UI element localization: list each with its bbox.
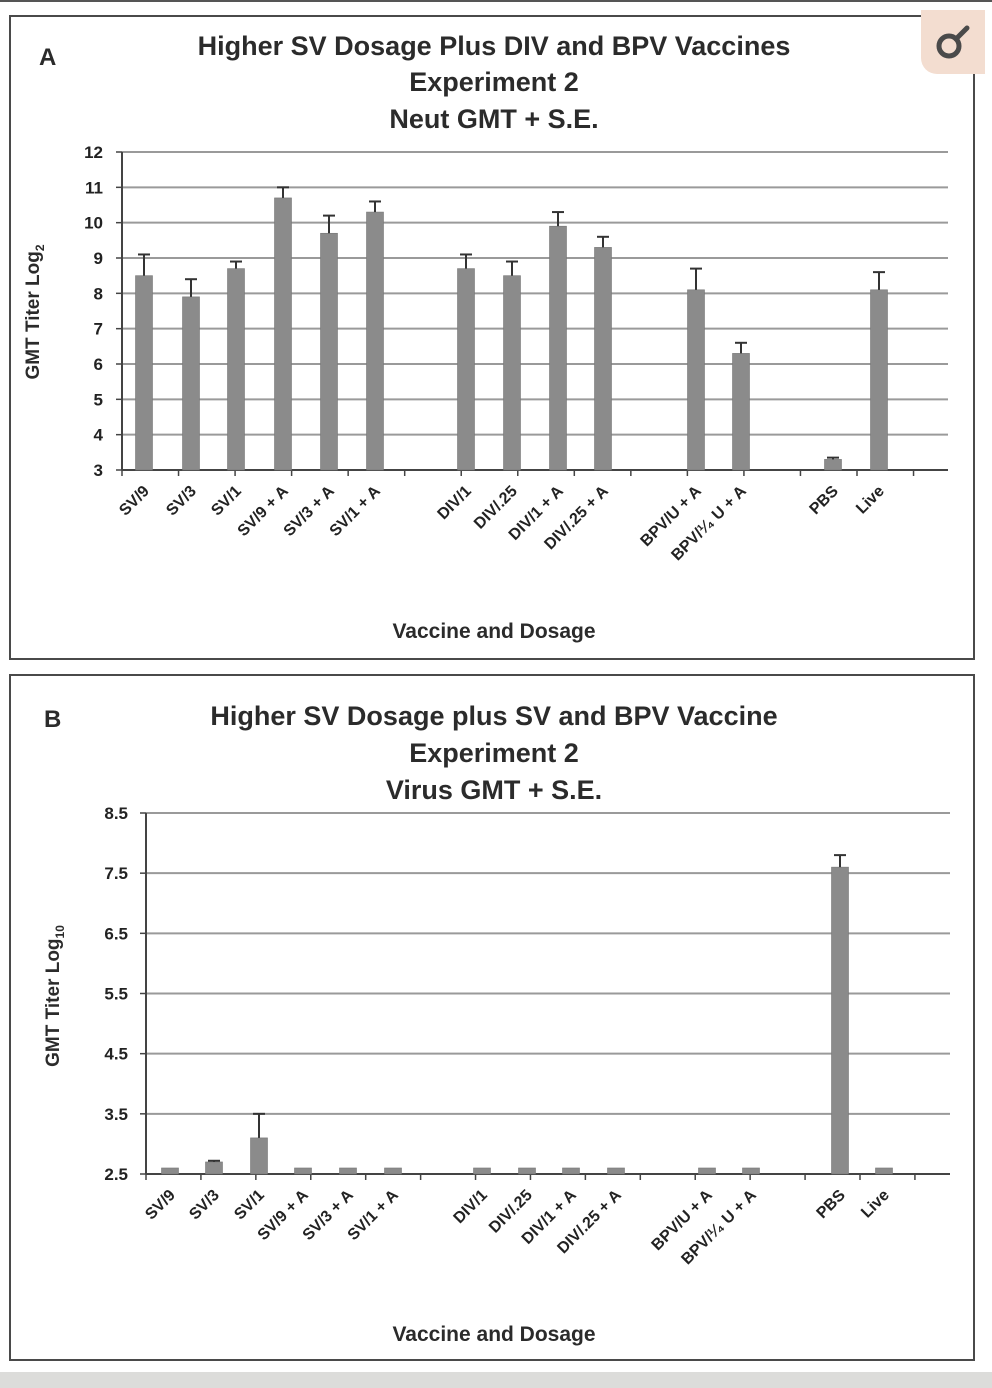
chart-b-category-label: Live xyxy=(858,1187,893,1222)
chart-b-y-tick-label: 5.5 xyxy=(104,985,128,1004)
male-symbol-icon xyxy=(936,25,970,59)
chart-a-bar xyxy=(135,275,153,471)
chart-a-y-tick-label: 10 xyxy=(84,214,103,233)
chart-a-bar xyxy=(227,268,245,471)
bottom-scroll-strip xyxy=(0,1372,992,1388)
chart-a-bar xyxy=(594,247,612,471)
chart-b-category-label: SV/9 xyxy=(142,1187,179,1224)
chart-a-y-tick-label: 12 xyxy=(84,143,103,162)
chart-b-bar xyxy=(384,1167,402,1175)
chart-a-x-axis-title: Vaccine and Dosage xyxy=(392,620,595,643)
chart-a-y-tick-label: 8 xyxy=(94,284,103,303)
chart-b-y-axis-title: GMT Titer Log10 xyxy=(43,925,67,1067)
chart-a-title-line: Higher SV Dosage Plus DIV and BPV Vaccin… xyxy=(198,31,791,61)
chart-a-svg: A Higher SV Dosage Plus DIV and BPV Vacci… xyxy=(23,31,948,643)
chart-b-y-tick-label: 8.5 xyxy=(104,804,128,823)
chart-a-bar xyxy=(182,296,200,471)
chart-b-title-line: Higher SV Dosage plus SV and BPV Vaccine xyxy=(210,701,777,731)
chart-b-bar xyxy=(518,1167,536,1175)
chart-a-bar xyxy=(870,289,888,471)
chart-b-panel-label: B xyxy=(44,706,61,733)
chart-a-bar xyxy=(732,353,750,471)
chart-b-bar xyxy=(607,1167,625,1175)
chart-a-y-axis-title: GMT Titer Log2 xyxy=(23,244,47,379)
chart-b-y-tick-label: 4.5 xyxy=(104,1045,128,1064)
chart-b-bar xyxy=(562,1167,580,1175)
chart-panel-b: B Higher SV Dosage plus SV and BPV Vaccin… xyxy=(9,674,975,1361)
chart-b-category-label: PBS xyxy=(814,1187,850,1223)
top-border-line xyxy=(0,0,992,2)
chart-b-bar xyxy=(294,1167,312,1175)
male-symbol-badge[interactable] xyxy=(921,10,985,74)
chart-a-category-label: Live xyxy=(853,483,888,518)
chart-a-category-label: SV/1 xyxy=(208,483,245,520)
chart-a-bar xyxy=(320,232,338,471)
chart-a-bar xyxy=(824,459,842,471)
chart-a-title-line: Neut GMT + S.E. xyxy=(389,104,598,134)
chart-b-bar xyxy=(875,1167,893,1175)
chart-b-category-label: SV/3 xyxy=(186,1187,223,1224)
chart-b-bar xyxy=(742,1167,760,1175)
chart-b-bar xyxy=(698,1167,716,1175)
chart-b-y-tick-label: 2.5 xyxy=(104,1165,128,1184)
chart-b-bar xyxy=(161,1167,179,1175)
chart-b-category-label: DIV/1 xyxy=(451,1187,491,1227)
chart-a-bar xyxy=(549,225,567,471)
chart-b-category-label: SV/1 + A xyxy=(345,1186,403,1244)
chart-a-y-tick-label: 9 xyxy=(94,249,103,268)
chart-b-bar xyxy=(339,1167,357,1175)
chart-a-y-tick-label: 11 xyxy=(85,178,103,197)
chart-b-category-label: SV/1 xyxy=(231,1187,268,1224)
chart-a-y-tick-label: 3 xyxy=(94,461,103,480)
chart-a-y-tick-label: 5 xyxy=(94,390,103,409)
chart-b-title-line: Virus GMT + S.E. xyxy=(386,775,602,805)
chart-a-bar xyxy=(366,211,384,471)
chart-a-bar xyxy=(503,275,521,471)
chart-a-panel-label: A xyxy=(39,44,56,71)
chart-panel-a: A Higher SV Dosage Plus DIV and BPV Vacci… xyxy=(9,15,975,660)
chart-a-category-label: DIV/1 xyxy=(435,483,475,523)
chart-b-y-tick-label: 3.5 xyxy=(104,1105,128,1124)
chart-a-category-label: SV/1 + A xyxy=(327,482,385,540)
chart-a-category-label: SV/3 xyxy=(163,483,200,520)
chart-b-bar xyxy=(473,1167,491,1175)
chart-b-x-axis-title: Vaccine and Dosage xyxy=(392,1323,595,1346)
chart-a-y-tick-label: 7 xyxy=(94,320,103,339)
chart-b-bar xyxy=(205,1161,223,1175)
chart-b-bar xyxy=(831,866,849,1175)
chart-b-y-tick-label: 7.5 xyxy=(104,864,128,883)
chart-a-title-line: Experiment 2 xyxy=(409,67,579,97)
chart-a-bar xyxy=(274,197,292,471)
chart-a-category-label: SV/9 xyxy=(116,483,153,520)
chart-a-y-tick-label: 4 xyxy=(94,426,104,445)
chart-a-y-tick-label: 6 xyxy=(94,355,103,374)
chart-b-svg: B Higher SV Dosage plus SV and BPV Vaccin… xyxy=(43,701,950,1346)
chart-b-y-tick-label: 6.5 xyxy=(104,924,128,943)
chart-b-title-line: Experiment 2 xyxy=(409,738,579,768)
chart-b-bar xyxy=(250,1137,268,1175)
chart-a-category-label: PBS xyxy=(807,483,843,519)
chart-a-bar xyxy=(457,268,475,471)
chart-a-bar xyxy=(687,289,705,471)
